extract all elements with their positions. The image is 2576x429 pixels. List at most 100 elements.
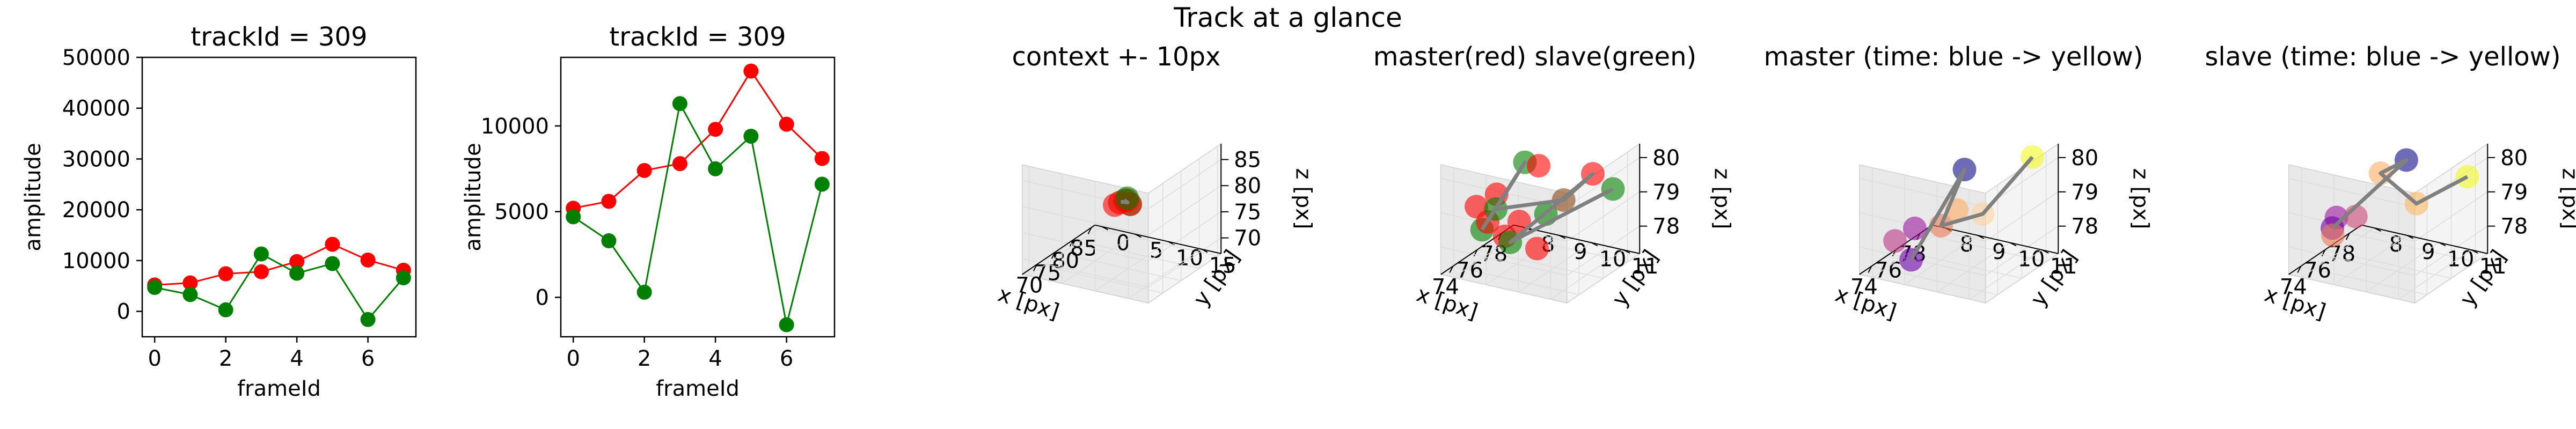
z-tick-label: 79 xyxy=(1652,180,1680,205)
chart-title: context +- 10px xyxy=(1012,42,1221,72)
y-axis-label: amplitude xyxy=(21,143,46,251)
y-gridline xyxy=(2398,249,2472,300)
y-tick-label: 20000 xyxy=(62,198,130,223)
plot-frame xyxy=(141,56,417,338)
z-gridline xyxy=(1440,246,1567,276)
y-gridline xyxy=(1904,235,1978,285)
y-tick-label: 11 xyxy=(2050,254,2077,279)
series-1-point xyxy=(743,63,759,79)
data-point xyxy=(1902,216,1927,240)
x-tick-label: 6 xyxy=(361,346,375,371)
z-tick-label: 80 xyxy=(1234,174,1261,198)
x-tick xyxy=(1868,265,1872,273)
x-tick xyxy=(1087,227,1092,234)
y-tick-label: 11 xyxy=(1631,254,1659,279)
track-path xyxy=(1909,156,2034,261)
z-tick-label: 79 xyxy=(2500,180,2528,205)
x-gridline xyxy=(2349,233,2476,262)
series-2-point xyxy=(743,129,759,144)
z-tick-label: 79 xyxy=(2071,180,2098,205)
z-gridline xyxy=(1022,206,1148,235)
track-path xyxy=(1480,160,1614,245)
x-tick xyxy=(2321,249,2326,257)
x-tick-label: 76 xyxy=(2304,258,2331,283)
z-axis-label: z [px] xyxy=(1291,168,1315,230)
data-point xyxy=(1115,186,1139,210)
x-gridline xyxy=(2325,249,2451,279)
y-axis-line xyxy=(1932,224,2059,254)
y-gridline xyxy=(1028,226,1102,277)
y-gridline xyxy=(1095,241,1168,292)
series-2-point xyxy=(147,280,163,295)
series-2-point xyxy=(814,176,830,192)
z-tick-label: 78 xyxy=(1652,214,1680,239)
series-2-point xyxy=(289,265,305,281)
z-tick-label: 70 xyxy=(1234,226,1261,251)
z-axis-label: z [px] xyxy=(2557,168,2576,230)
series-1-point xyxy=(253,264,269,279)
y-tick-label: 0 xyxy=(117,300,130,324)
chart-title: master (time: blue -> yellow) xyxy=(1764,42,2143,72)
z-axis-label: z [px] xyxy=(1709,168,1734,230)
y-tick-label: 10000 xyxy=(481,114,549,139)
series-2-point xyxy=(566,209,581,225)
z-gridline xyxy=(1148,185,1221,235)
y-tick-label: 30000 xyxy=(62,147,130,172)
series-1-point xyxy=(360,252,376,268)
figure-suptitle: Track at a glance xyxy=(1173,2,1402,33)
z-tick-label: 78 xyxy=(2071,214,2098,239)
data-point xyxy=(1527,154,1551,178)
x-tick-label: 2 xyxy=(638,346,651,371)
y-gridline xyxy=(2301,227,2375,278)
y-axis-line xyxy=(1095,224,1221,254)
y-gridline xyxy=(1936,242,2010,293)
series-1-line xyxy=(573,69,823,209)
z-gridline xyxy=(1567,226,1640,276)
x-tick xyxy=(1449,265,1454,273)
series-2-point xyxy=(325,256,340,271)
z-gridline xyxy=(1148,211,1221,262)
series-2-point xyxy=(672,96,687,112)
x-gridline xyxy=(1871,265,1998,295)
x-gridline xyxy=(1073,239,1199,269)
series-2-point xyxy=(708,161,723,176)
series-1-point xyxy=(708,122,723,137)
y-tick-label: 8 xyxy=(1960,232,1973,257)
chart-title: trackId = 309 xyxy=(609,22,786,52)
x-tick xyxy=(2297,265,2302,273)
y-tick-label: 0 xyxy=(536,285,549,310)
x-gridline xyxy=(1477,249,1604,279)
x-tick-label: 74 xyxy=(1432,275,1459,299)
z-tick-label: 85 xyxy=(1234,147,1261,172)
y-gridline xyxy=(1969,249,2043,300)
plot-frame xyxy=(560,56,836,338)
series-1-point xyxy=(218,266,233,282)
series-2-point xyxy=(360,312,376,327)
data-point xyxy=(1883,229,1907,253)
x-axis-label: frameId xyxy=(656,376,740,401)
x-axis-line xyxy=(1022,224,1095,275)
x-axis-label: frameId xyxy=(237,376,321,401)
x-tick-label: 74 xyxy=(2280,275,2307,299)
series-2-line xyxy=(573,101,823,325)
z-tick-label: 75 xyxy=(1234,200,1261,225)
y-gridline xyxy=(1062,233,1135,284)
x-tick xyxy=(1033,264,1037,271)
z-gridline xyxy=(2414,226,2488,276)
x-tick-label: 4 xyxy=(290,346,303,371)
x-tick-label: 4 xyxy=(708,346,722,371)
z-gridline xyxy=(1985,191,2059,242)
series-2-point xyxy=(253,246,269,262)
x-tick-label: 74 xyxy=(1850,275,1878,299)
y-tick-label: 5000 xyxy=(494,200,549,225)
y-gridline xyxy=(1128,248,1202,299)
z-tick-label: 80 xyxy=(1652,146,1680,171)
x-tick-label: 80 xyxy=(1052,248,1079,273)
chart-title: trackId = 309 xyxy=(191,22,367,52)
x-tick xyxy=(1069,239,1074,247)
x-gridline xyxy=(1453,265,1579,295)
